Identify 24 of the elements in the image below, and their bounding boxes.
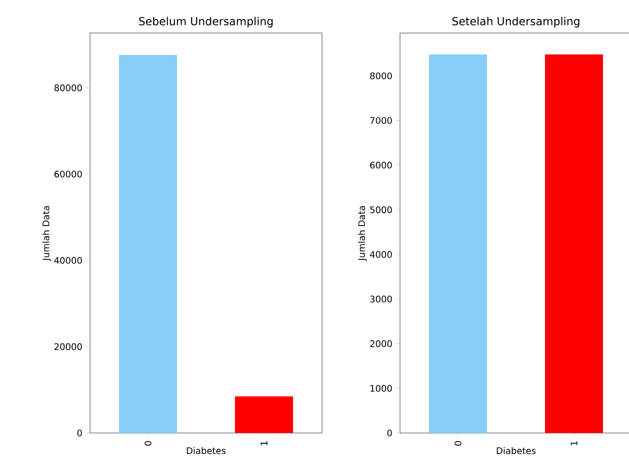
x-tick-label: 0 — [454, 441, 462, 446]
y-tick-label: 40000 — [54, 256, 82, 264]
x-axis-title: Diabetes — [186, 447, 226, 454]
x-axis-title: Diabetes — [496, 447, 536, 454]
y-tick-label: 1000 — [370, 384, 392, 392]
chart-title: Setelah Undersampling — [452, 16, 580, 28]
y-tick-label: 0 — [387, 430, 392, 436]
y-tick-label: 3000 — [370, 296, 392, 302]
chart-title: Sebelum Undersampling — [139, 16, 273, 28]
y-tick-label: 4000 — [370, 251, 392, 258]
y-tick-label: 6000 — [370, 162, 392, 169]
y-tick-label: 80000 — [54, 84, 82, 92]
y-tick-label: 8000 — [370, 72, 392, 80]
y-tick-label: 2000 — [370, 340, 392, 348]
y-tick-label: 7000 — [370, 117, 392, 124]
y-tick-label: 20000 — [54, 343, 82, 350]
y-tick-label: 5000 — [370, 206, 392, 214]
y-axis-title: Jumlah Data — [358, 206, 367, 262]
y-tick-label: 0 — [77, 430, 82, 436]
x-tick-label: 1 — [260, 441, 268, 446]
y-axis-title: Jumlah Data — [42, 206, 51, 262]
x-tick-label: 0 — [144, 441, 152, 446]
x-tick-label: 1 — [570, 441, 578, 446]
y-tick-label: 60000 — [54, 170, 82, 178]
